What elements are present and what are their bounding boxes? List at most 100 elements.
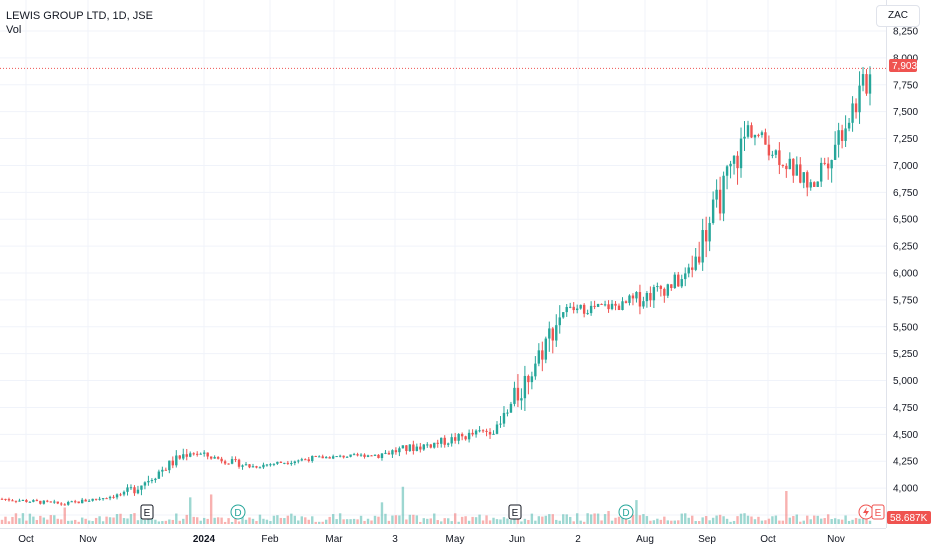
candle-body xyxy=(60,503,63,505)
volume-bar xyxy=(70,520,73,524)
candle-body xyxy=(569,306,572,308)
volume-bar xyxy=(600,520,603,524)
volume-bar xyxy=(697,521,701,524)
candle-body xyxy=(443,437,446,445)
candle-body xyxy=(725,166,729,176)
candle-body xyxy=(359,454,363,456)
y-tick-label: 7,500 xyxy=(893,107,918,118)
volume-bar xyxy=(384,513,387,524)
volume-bar xyxy=(607,510,610,524)
candle-body xyxy=(680,279,683,287)
volume-bar xyxy=(185,514,188,524)
volume-bar xyxy=(126,518,129,524)
volume-bar xyxy=(739,513,743,524)
currency-button[interactable]: ZAC xyxy=(876,5,920,27)
candle-body xyxy=(541,350,544,360)
candle-body xyxy=(792,158,795,176)
earnings-marker-label: E xyxy=(144,508,151,519)
candle-body xyxy=(485,430,488,432)
volume-bar xyxy=(140,517,143,524)
candle-body xyxy=(209,456,213,459)
volume-bar xyxy=(196,517,199,524)
candle-body xyxy=(286,462,290,464)
candle-body xyxy=(433,442,436,448)
volume-bar xyxy=(300,516,303,524)
volume-bar xyxy=(255,520,258,524)
candle-series xyxy=(0,66,872,506)
volume-bar xyxy=(729,521,732,524)
price-axis[interactable]: 3,7504,0004,2504,5004,7505,0005,2505,500… xyxy=(886,0,932,528)
candle-body xyxy=(607,304,610,310)
candle-body xyxy=(488,431,492,435)
volume-bar xyxy=(760,520,764,524)
volume-bar xyxy=(143,519,147,524)
candle-body xyxy=(297,460,300,462)
candle-body xyxy=(91,498,94,501)
candle-body xyxy=(624,301,628,303)
candle-body xyxy=(708,222,711,242)
candle-body xyxy=(656,286,659,288)
candle-body xyxy=(18,500,21,502)
volume-bar xyxy=(464,516,467,524)
volume-bar xyxy=(21,513,25,524)
volume-bar xyxy=(579,520,582,524)
volume-bar xyxy=(691,515,694,524)
candle-body xyxy=(7,499,11,501)
candle-body xyxy=(373,454,377,456)
candle-body xyxy=(283,462,286,464)
candle-body xyxy=(750,125,753,138)
candle-body xyxy=(272,463,276,465)
volume-bar xyxy=(478,514,481,524)
candle-body xyxy=(429,444,432,448)
candle-body xyxy=(649,292,652,301)
volume-bar xyxy=(649,520,652,524)
volume-bar xyxy=(450,521,453,524)
volume-bar xyxy=(635,500,638,524)
volume-bar xyxy=(244,519,248,524)
candle-body xyxy=(548,328,551,339)
candle-body xyxy=(140,485,143,490)
volume-bar xyxy=(652,520,656,524)
volume-bar xyxy=(558,520,561,524)
candle-body xyxy=(868,74,872,94)
candle-body xyxy=(189,453,192,457)
volume-bar xyxy=(426,518,429,524)
time-axis-ticks: Oct Nov 2024 Feb Mar 3 May Jun 2 Aug Sep Oct Nov xyxy=(18,534,845,545)
volume-bar xyxy=(544,515,548,524)
x-tick-label: Aug xyxy=(636,534,654,545)
earnings-marker-label: E xyxy=(875,508,882,519)
volume-bar xyxy=(328,516,331,524)
volume-bar xyxy=(202,517,206,524)
candle-body xyxy=(453,437,457,441)
candle-body xyxy=(704,230,708,242)
candle-body xyxy=(28,501,32,503)
candle-body xyxy=(593,305,596,307)
candle-body xyxy=(771,154,774,156)
y-tick-label: 5,750 xyxy=(893,295,918,306)
x-tick-label: Jun xyxy=(509,534,525,545)
candle-body xyxy=(150,480,154,482)
volume-bar xyxy=(98,516,101,524)
candle-body xyxy=(652,287,656,301)
volume-bar xyxy=(823,518,826,524)
candle-body xyxy=(157,471,161,479)
time-axis[interactable]: Oct Nov 2024 Feb Mar 3 May Jun 2 Aug Sep Oct Nov xyxy=(0,528,886,550)
volume-bar xyxy=(405,519,408,524)
volume-bar xyxy=(269,521,272,524)
volume-bar xyxy=(520,521,523,524)
x-tick-label: Oct xyxy=(18,534,34,545)
y-tick-label: 4,000 xyxy=(893,484,918,495)
candle-body xyxy=(537,350,541,364)
y-tick-label: 8,250 xyxy=(893,27,918,38)
volume-bar xyxy=(523,518,527,524)
volume-bar xyxy=(753,519,757,524)
volume-bar xyxy=(373,515,377,524)
candle-body xyxy=(697,256,701,263)
volume-bar xyxy=(314,521,317,524)
volume-bar xyxy=(436,520,439,524)
volume-bar xyxy=(509,520,513,524)
volume-bar xyxy=(91,521,94,524)
candle-body xyxy=(781,164,785,166)
